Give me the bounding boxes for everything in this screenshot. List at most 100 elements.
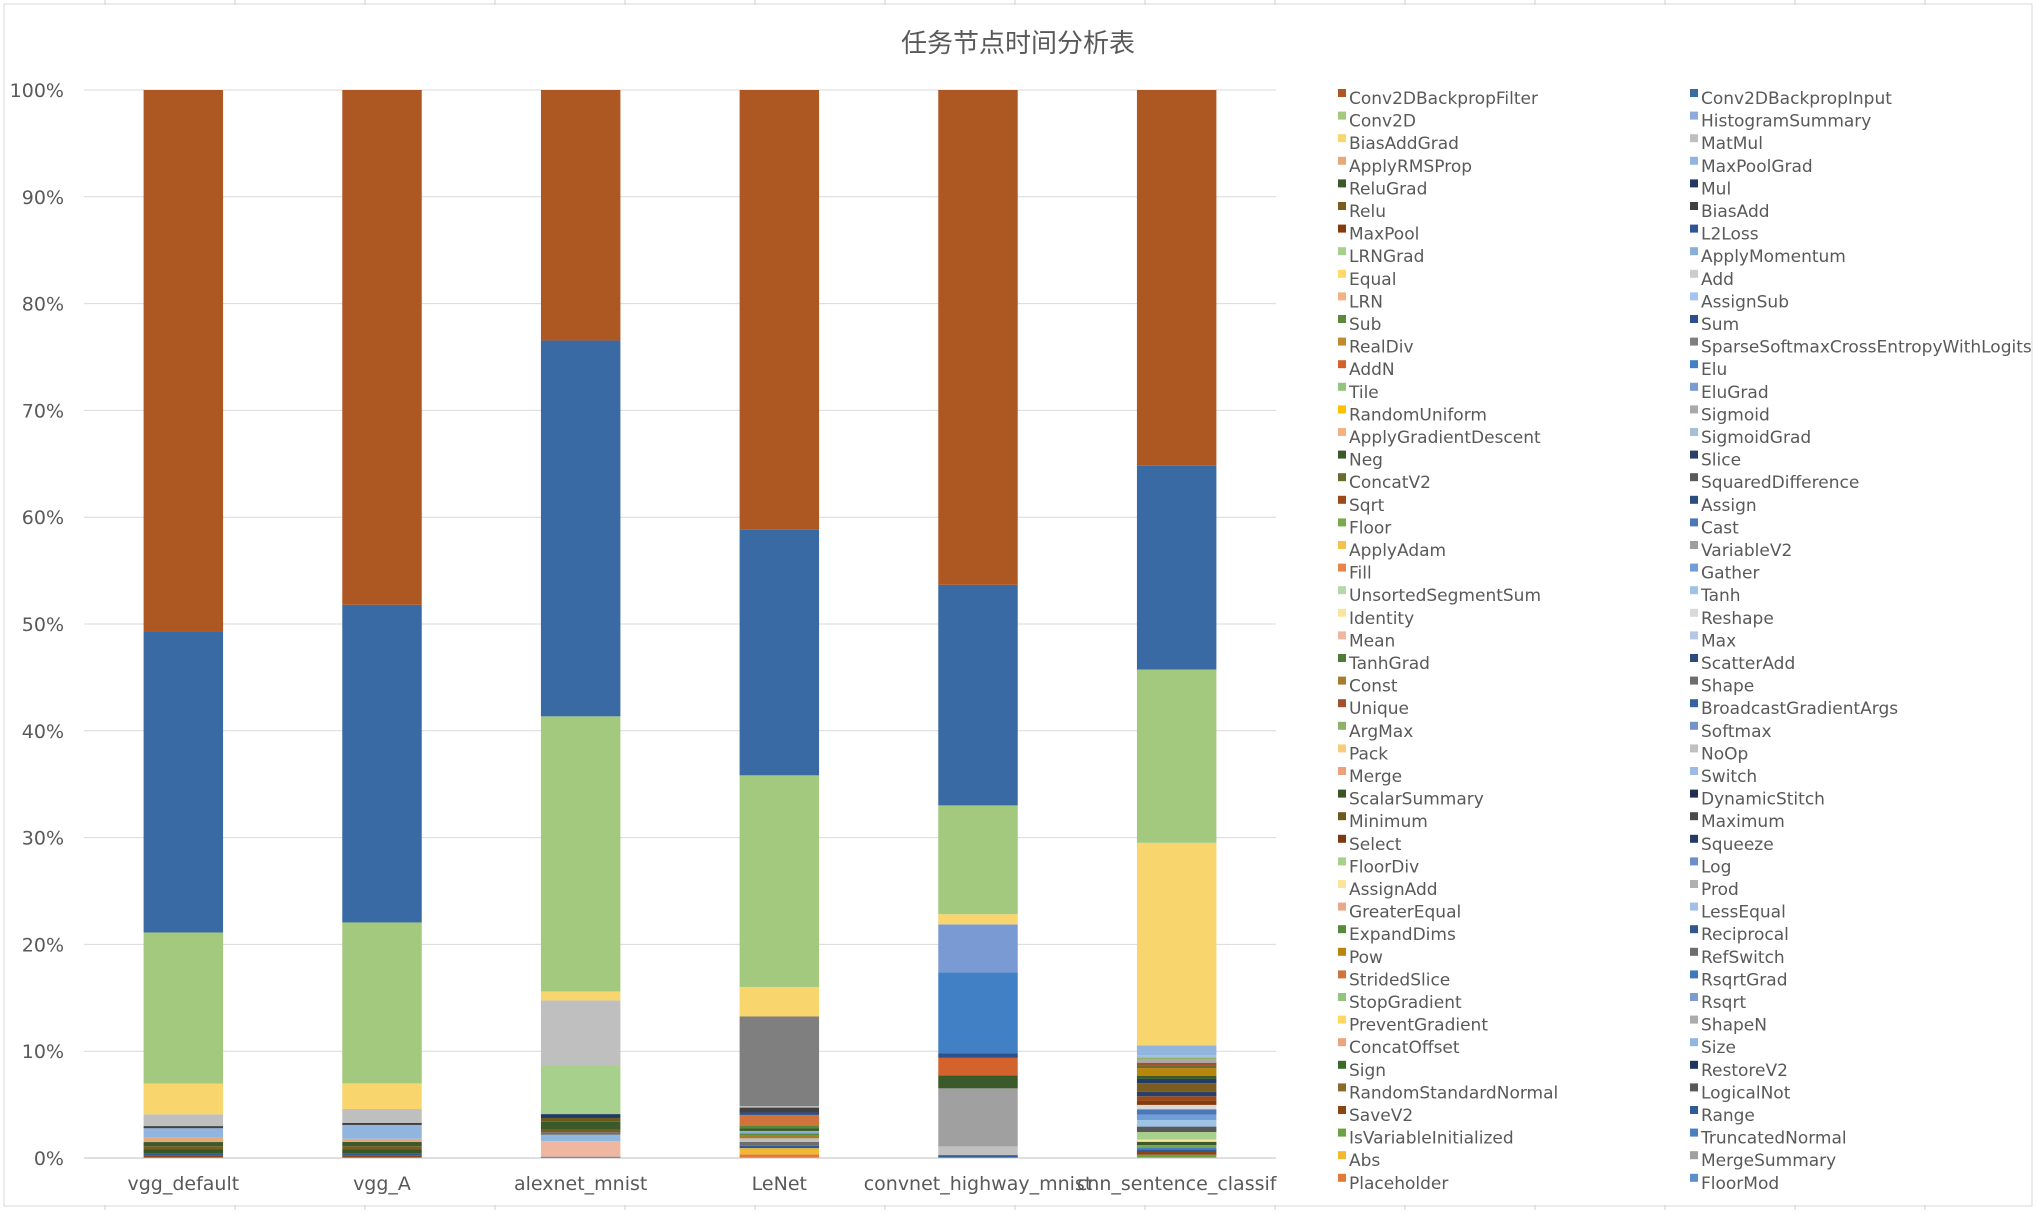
y-tick-label: 90% [22,187,64,209]
bar-segment [938,924,1018,973]
bar-segment [342,1142,422,1147]
bar-segment [342,1083,422,1109]
legend-swatch [1338,654,1346,662]
legend-swatch [1690,405,1698,414]
chart-title: 任务节点时间分析表 [901,29,1135,59]
legend-label: Mean [1349,631,1395,651]
legend-swatch [1338,1038,1346,1047]
legend-swatch [1690,450,1698,459]
bar-segment [739,1133,820,1136]
bar-segment [540,991,621,1001]
legend-swatch [1690,699,1698,708]
legend-label: MaxPoolGrad [1701,157,1813,177]
legend-swatch [1690,947,1698,956]
legend-swatch [1338,993,1346,1001]
legend-label: Sub [1349,315,1381,335]
legend-label: EluGrad [1701,383,1769,403]
legend-label: Log [1701,857,1731,877]
bar-segment [1136,1126,1217,1133]
bar-segment [342,1138,422,1143]
legend-swatch [1338,1128,1346,1137]
y-tick-label: 0% [34,1148,64,1170]
bar-segment [143,1083,224,1115]
legend-label: Range [1701,1106,1755,1126]
legend-label: FloorDiv [1349,857,1419,877]
y-tick-label: 80% [22,294,64,316]
legend-label: ExpandDims [1349,925,1456,945]
bar-segment [540,1132,621,1135]
legend-label: ConcatOffset [1349,1038,1460,1058]
bar-segment [1136,1147,1217,1150]
bar-segment [1136,1062,1217,1066]
legend-label: IsVariableInitialized [1349,1129,1514,1149]
legend-label: Conv2D [1349,112,1416,132]
legend-label: AssignSub [1701,292,1789,312]
legend-swatch [1690,925,1698,934]
bar-segment [739,1016,820,1107]
bar-segment [342,1146,422,1150]
bar-segment [938,1155,1018,1158]
y-tick-label: 40% [22,721,64,743]
legend-label: Relu [1349,202,1386,222]
legend-swatch [1338,880,1346,888]
bar-segment [1136,90,1217,466]
legend-swatch [1338,970,1346,979]
y-axis: 0% 10% 20% 30% 40% 50% 60% 70% 80% 90% 100% [10,80,64,1170]
legend-label: TruncatedNormal [1700,1129,1847,1149]
bar-segment [739,529,820,776]
legend-swatch [1338,156,1346,165]
legend-swatch [1338,134,1346,143]
legend-label: Placeholder [1349,1174,1448,1194]
x-axis: vgg_default vgg_A alexnet_mnist LeNet convne… [84,1157,1278,1195]
legend-label: RestoreV2 [1701,1061,1788,1081]
legend-label: VariableV2 [1701,541,1792,561]
legend-label: Unique [1349,699,1409,719]
y-tick-label: 10% [22,1041,64,1063]
legend-label: ApplyRMSProp [1349,157,1472,177]
legend-label: Merge [1349,767,1402,787]
legend-label: Reciprocal [1701,925,1789,945]
legend-label: Shape [1701,677,1754,697]
legend-label: Const [1349,677,1398,697]
bar-segment [143,1142,224,1147]
legend-swatch [1690,269,1698,278]
legend-swatch [1338,1015,1346,1024]
legend-swatch [1690,179,1698,188]
bar-segment [938,90,1018,585]
bar-segment [739,1138,820,1143]
bar-segment [540,1134,621,1142]
y-tick-label: 100% [10,80,64,102]
legend-label: FloorMod [1701,1174,1779,1194]
bar-segment [143,90,224,632]
bar-segment [1136,1083,1217,1092]
legend-label: LessEqual [1701,903,1786,923]
legend-swatch [1690,721,1698,730]
legend-label: Select [1349,835,1402,855]
legend-label: Slice [1701,451,1741,471]
legend-label: StopGradient [1349,993,1462,1013]
legend-label: ApplyMomentum [1701,247,1846,267]
legend-label: Equal [1349,270,1396,290]
legend-swatch [1338,269,1346,278]
gridlines [84,89,1276,1159]
legend-swatch [1338,1060,1346,1069]
legend-swatch [1690,993,1698,1001]
legend-label: Floor [1349,518,1391,538]
bar-segment [1136,465,1217,670]
legend-swatch [1690,315,1698,323]
bar-segment [739,1154,820,1158]
legend-swatch [1338,586,1346,595]
bars [143,90,1217,1158]
legend-label: Maximum [1701,812,1785,832]
legend-label: AddN [1349,360,1395,380]
bar-segment [342,1122,422,1125]
legend-label: Sigmoid [1701,405,1770,425]
spreadsheet-frame [3,0,2033,1210]
bar-segment [1136,1068,1217,1076]
legend-swatch [1338,834,1346,843]
legend-swatch [1690,767,1698,775]
legend-swatch [1338,541,1346,549]
legend-label: SaveV2 [1349,1106,1413,1126]
bar-segment [540,1121,621,1130]
